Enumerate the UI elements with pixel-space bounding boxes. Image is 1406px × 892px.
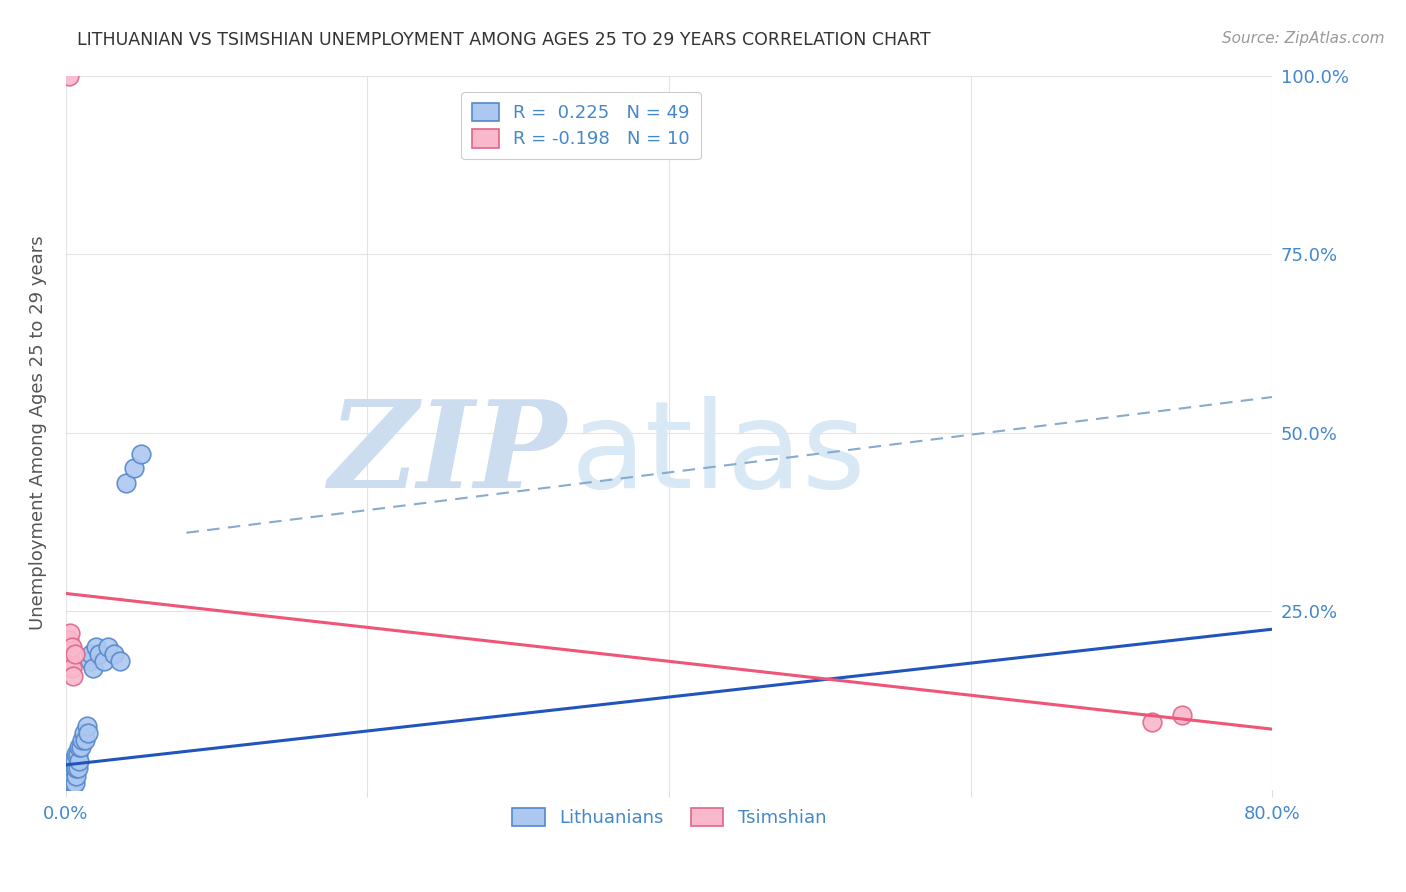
Point	[60, 762, 83, 776]
Point	[108, 654, 131, 668]
Point	[60, 769, 83, 783]
Point	[59, 776, 82, 790]
Point	[115, 475, 138, 490]
Point	[84, 640, 107, 654]
Point	[77, 725, 100, 739]
Point	[63, 776, 86, 790]
Point	[93, 654, 115, 668]
Point	[63, 762, 86, 776]
Point	[56, 783, 79, 797]
Point	[56, 769, 79, 783]
Point	[72, 732, 94, 747]
Point	[60, 640, 83, 654]
Point	[60, 783, 83, 797]
Point	[62, 762, 84, 776]
Point	[55, 783, 77, 797]
Point	[122, 461, 145, 475]
Point	[66, 747, 89, 762]
Point	[63, 647, 86, 661]
Point	[80, 647, 103, 661]
Point	[58, 69, 80, 83]
Point	[58, 769, 80, 783]
Point	[62, 668, 84, 682]
Point	[76, 718, 98, 732]
Point	[103, 647, 125, 661]
Point	[70, 740, 93, 755]
Point	[59, 654, 82, 668]
Point	[1171, 707, 1194, 722]
Point	[59, 762, 82, 776]
Point	[59, 769, 82, 783]
Point	[56, 647, 79, 661]
Text: Source: ZipAtlas.com: Source: ZipAtlas.com	[1222, 31, 1385, 46]
Point	[67, 740, 90, 755]
Point	[65, 747, 87, 762]
Point	[58, 776, 80, 790]
Point	[65, 762, 87, 776]
Point	[75, 732, 97, 747]
Point	[58, 783, 80, 797]
Point	[129, 447, 152, 461]
Point	[82, 661, 104, 675]
Point	[62, 769, 84, 783]
Point	[58, 632, 80, 647]
Point	[63, 755, 86, 769]
Point	[97, 640, 120, 654]
Text: LITHUANIAN VS TSIMSHIAN UNEMPLOYMENT AMONG AGES 25 TO 29 YEARS CORRELATION CHART: LITHUANIAN VS TSIMSHIAN UNEMPLOYMENT AMO…	[77, 31, 931, 49]
Legend: Lithuanians, Tsimshian: Lithuanians, Tsimshian	[505, 801, 834, 835]
Point	[62, 755, 84, 769]
Point	[62, 776, 84, 790]
Point	[65, 769, 87, 783]
Text: ZIP: ZIP	[329, 395, 567, 514]
Point	[59, 776, 82, 790]
Point	[59, 783, 82, 797]
Point	[58, 776, 80, 790]
Point	[60, 661, 83, 675]
Text: atlas: atlas	[571, 396, 866, 513]
Point	[73, 725, 96, 739]
Point	[56, 776, 79, 790]
Point	[59, 625, 82, 640]
Point	[1140, 714, 1163, 729]
Point	[67, 755, 90, 769]
Point	[60, 776, 83, 790]
Point	[79, 654, 101, 668]
Y-axis label: Unemployment Among Ages 25 to 29 years: Unemployment Among Ages 25 to 29 years	[30, 235, 46, 630]
Point	[87, 647, 110, 661]
Point	[66, 762, 89, 776]
